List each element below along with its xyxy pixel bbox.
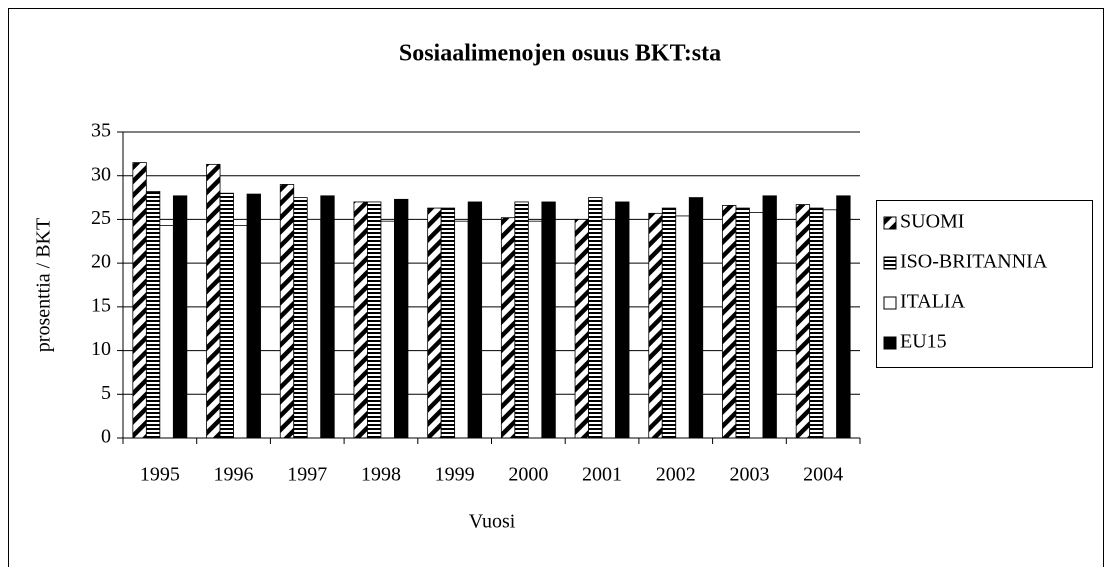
bar [454,220,469,439]
y-axis-label: prosenttia / BKT [33,218,55,352]
bar [688,197,704,439]
bar [795,204,811,439]
bar [293,197,308,439]
x-tick-label: 2000 [508,464,548,486]
legend-swatch [883,336,897,350]
bar [762,195,777,439]
bar [233,225,248,439]
bar [615,201,630,439]
y-tick-label: 30 [91,163,111,185]
x-tick-label: 1995 [140,464,180,486]
legend-label: SUOMI [900,211,964,233]
bar [246,193,261,439]
chart-title: Sosiaalimenojen osuus BKT:sta [399,41,721,67]
legend-label: ITALIA [900,291,966,313]
bar [206,163,221,439]
legend [876,200,1093,368]
y-tick-label: 15 [91,294,111,316]
x-tick-label: 1997 [287,464,327,486]
y-tick-label: 0 [101,426,111,448]
x-tick-label: 1996 [214,464,254,486]
bar [735,207,750,439]
bar [132,162,147,439]
x-tick-label: 1998 [361,464,401,486]
bar [722,205,737,439]
bar [749,212,764,439]
bar [514,201,529,439]
legend-label: EU15 [900,331,947,353]
x-tick-label: 2004 [803,464,843,486]
bar [500,217,516,439]
bar [380,220,395,439]
legend-swatch [883,296,897,310]
bar [440,207,456,439]
bar [836,195,851,439]
bar [588,197,603,439]
bar [541,201,556,439]
y-tick-label: 35 [91,120,111,142]
bar [467,201,483,439]
bar [809,207,824,439]
x-tick-label: 2002 [656,464,696,486]
bar [427,207,442,439]
bar [675,215,690,439]
bar [601,219,616,439]
x-tick-label: 2003 [729,464,769,486]
legend-swatch [883,256,897,270]
bar [822,209,838,439]
bar [353,201,368,439]
y-tick-label: 25 [91,207,111,229]
bar [159,225,174,439]
y-tick-label: 10 [91,338,111,360]
legend-swatch [883,216,897,230]
bar [367,201,382,439]
bar [320,195,335,439]
y-tick-label: 5 [101,382,111,404]
legend-label: ISO-BRITANNIA [900,251,1048,273]
x-tick-label: 1999 [435,464,475,486]
bar [574,219,589,439]
bar [661,207,677,439]
bar [527,220,543,439]
bar [279,184,295,439]
bar [394,198,409,439]
bar [648,212,663,439]
x-axis-label: Vuosi [469,511,516,533]
bar [145,191,161,439]
bar [219,192,234,439]
bar [306,219,322,439]
x-tick-label: 2001 [582,464,622,486]
bar [172,195,188,439]
y-tick-label: 20 [91,251,111,273]
